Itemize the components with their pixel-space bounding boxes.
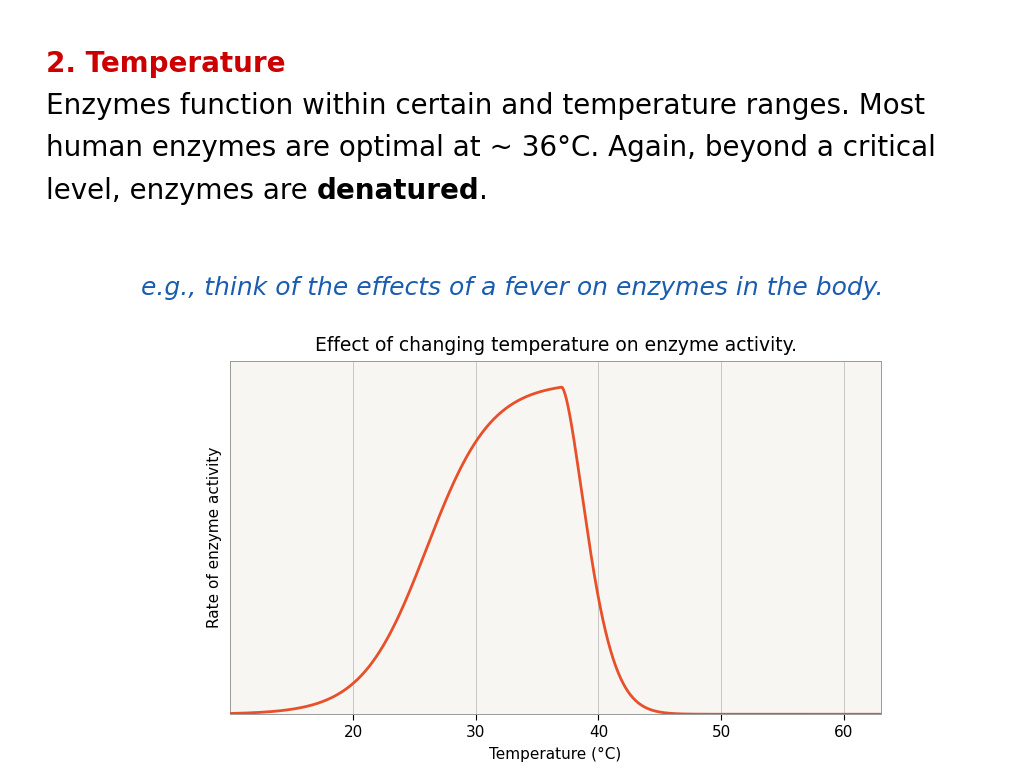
Text: .: . <box>479 177 488 204</box>
Text: 2. Temperature: 2. Temperature <box>46 50 286 78</box>
Text: denatured: denatured <box>316 177 479 204</box>
Text: e.g., think of the effects of a fever on enzymes in the body.: e.g., think of the effects of a fever on… <box>140 276 884 300</box>
Y-axis label: Rate of enzyme activity: Rate of enzyme activity <box>207 447 222 628</box>
Text: Enzymes function within certain and temperature ranges. Most: Enzymes function within certain and temp… <box>46 92 925 120</box>
Title: Effect of changing temperature on enzyme activity.: Effect of changing temperature on enzyme… <box>314 336 797 356</box>
X-axis label: Temperature (°C): Temperature (°C) <box>489 746 622 762</box>
Text: level, enzymes are: level, enzymes are <box>46 177 316 204</box>
Text: human enzymes are optimal at ~ 36°C. Again, beyond a critical: human enzymes are optimal at ~ 36°C. Aga… <box>46 134 936 162</box>
